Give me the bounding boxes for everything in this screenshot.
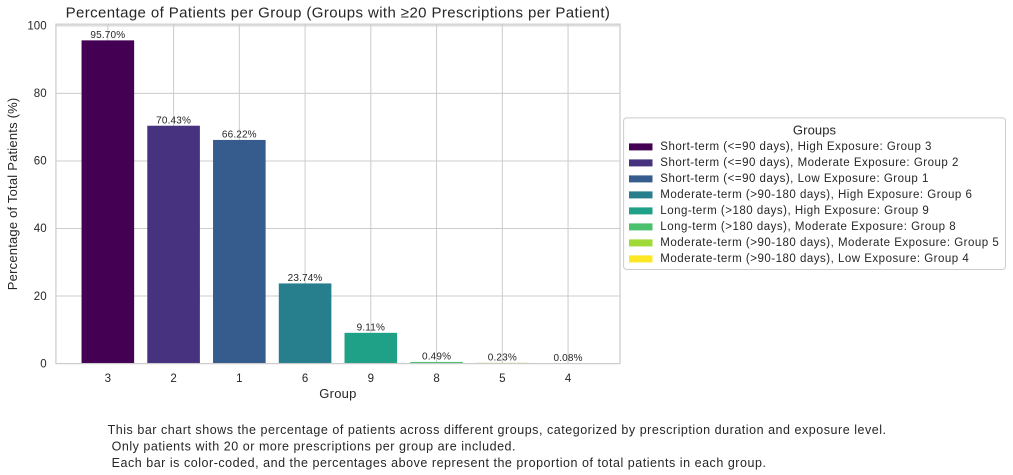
svg-text:0.08%: 0.08% (554, 353, 583, 364)
svg-text:8: 8 (433, 373, 439, 385)
svg-text:Long-term (>180 days), High Ex: Long-term (>180 days), High Exposure: Gr… (660, 205, 929, 217)
svg-text:23.74%: 23.74% (288, 273, 323, 284)
svg-text:100: 100 (27, 21, 46, 33)
svg-text:Short-term (<=90 days), Low Ex: Short-term (<=90 days), Low Exposure: Gr… (660, 173, 929, 185)
svg-text:Moderate-term (>90-180 days),: Moderate-term (>90-180 days), Low Exposu… (660, 253, 969, 265)
svg-text:Groups: Groups (793, 122, 837, 137)
svg-text:5: 5 (499, 373, 505, 385)
svg-text:Short-term (<=90 days), High E: Short-term (<=90 days), High Exposure: G… (660, 141, 932, 153)
svg-text:Each bar is color-coded, and t: Each bar is color-coded, and the percent… (108, 456, 767, 470)
svg-text:Moderate-term (>90-180 days),: Moderate-term (>90-180 days), Moderate E… (660, 237, 999, 249)
svg-text:1: 1 (236, 373, 242, 385)
svg-text:4: 4 (565, 373, 572, 385)
svg-text:95.70%: 95.70% (90, 30, 125, 41)
svg-text:Long-term (>180 days), Moderat: Long-term (>180 days), Moderate Exposure… (660, 221, 956, 233)
svg-text:Only patients with 20 or more: Only patients with 20 or more prescripti… (108, 440, 516, 454)
svg-text:2: 2 (170, 373, 176, 385)
svg-text:66.22%: 66.22% (222, 130, 257, 141)
svg-text:9: 9 (368, 373, 374, 385)
svg-text:Moderate-term (>90-180 days),: Moderate-term (>90-180 days), High Expos… (660, 189, 972, 201)
svg-text:Short-term (<=90 days), Modera: Short-term (<=90 days), Moderate Exposur… (660, 157, 959, 169)
svg-text:Group: Group (319, 386, 356, 401)
svg-text:9.11%: 9.11% (357, 322, 385, 333)
svg-text:Percentage of Patients per Gro: Percentage of Patients per Group (Groups… (66, 5, 611, 22)
svg-text:Percentage of Total Patients (: Percentage of Total Patients (%) (5, 98, 20, 291)
svg-text:3: 3 (105, 373, 111, 385)
svg-text:20: 20 (34, 291, 47, 303)
svg-text:80: 80 (34, 88, 47, 100)
svg-text:60: 60 (34, 156, 47, 168)
svg-text:40: 40 (34, 223, 47, 235)
svg-text:70.43%: 70.43% (156, 115, 191, 126)
svg-text:0: 0 (40, 358, 46, 370)
svg-text:0.49%: 0.49% (422, 352, 451, 363)
svg-text:This bar chart shows the perce: This bar chart shows the percentage of p… (108, 423, 887, 437)
svg-text:0.23%: 0.23% (488, 352, 517, 363)
svg-text:6: 6 (302, 373, 308, 385)
